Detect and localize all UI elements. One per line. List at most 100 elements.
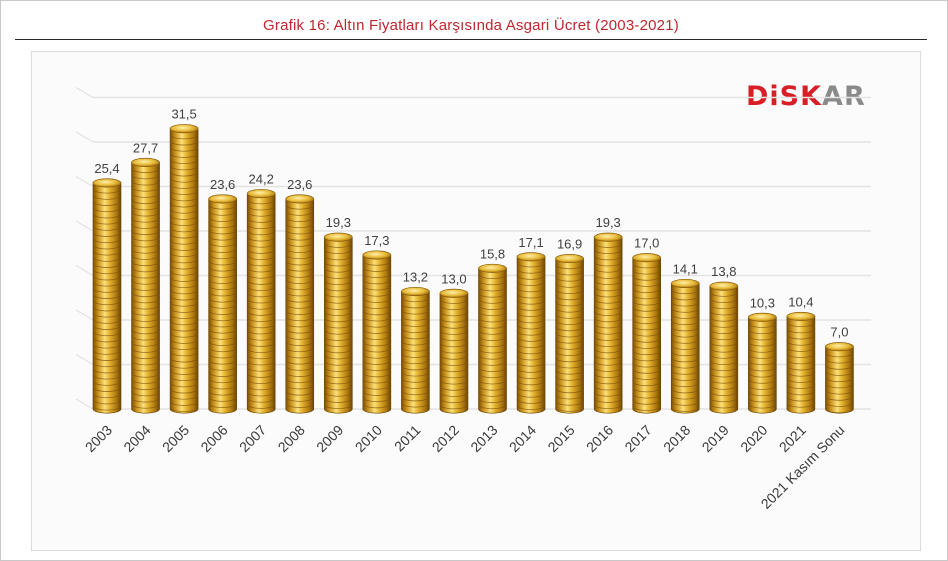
coin-edge <box>632 282 662 287</box>
coin-edge <box>131 211 160 217</box>
coin-edge <box>516 299 546 305</box>
coin-edge <box>92 405 122 411</box>
coin-edge <box>825 377 854 383</box>
coin-edge <box>555 382 584 387</box>
coin-edge <box>246 335 276 341</box>
coin-edge <box>593 274 623 279</box>
grid-line-edge <box>75 309 94 321</box>
coin-edge <box>323 329 353 335</box>
coin-edge <box>401 346 430 352</box>
coin-edge <box>516 349 546 355</box>
coin-edge <box>709 304 739 310</box>
coin-edge <box>285 229 315 235</box>
coin-edge <box>362 273 392 279</box>
coin-edge <box>632 399 662 405</box>
coin-edge <box>786 390 816 396</box>
coin-edge <box>555 270 584 276</box>
coin-edge <box>439 398 469 404</box>
coin-edge <box>246 348 276 353</box>
coin-edge <box>670 363 700 369</box>
coin-edge <box>478 398 507 403</box>
coin-edge <box>131 248 160 254</box>
coin-top <box>478 263 507 273</box>
coin-edge <box>246 404 276 409</box>
coin-edge <box>632 300 662 306</box>
coin-edge <box>92 207 122 213</box>
coin-stack-bar <box>285 194 315 414</box>
coin-edge <box>362 304 392 310</box>
coin-edge <box>208 372 238 377</box>
value-label: 19,3 <box>326 215 351 230</box>
coin-edge <box>169 221 199 227</box>
logo-red-text: DiSK <box>746 81 823 112</box>
coin-edge <box>478 404 507 410</box>
coin-edge <box>593 243 623 248</box>
coin-edge <box>362 279 392 285</box>
coin-edge <box>439 342 469 348</box>
coin-stack-bar <box>825 342 854 414</box>
coin-edge <box>169 320 199 326</box>
coin-edge <box>92 399 122 405</box>
coin-edge <box>208 322 238 328</box>
x-tick-label: 2015 <box>544 422 577 455</box>
coin-edge <box>709 360 739 365</box>
coin-top <box>131 157 160 168</box>
coin-edge <box>92 356 122 361</box>
coin-edge <box>401 359 430 365</box>
coin-edge <box>555 301 584 307</box>
coin-edge <box>323 305 353 310</box>
coin-edge <box>92 232 122 237</box>
coin-edge <box>555 283 584 288</box>
coin-edge <box>131 323 160 329</box>
coin-edge <box>131 348 160 353</box>
coin-edge <box>670 388 700 394</box>
coin-edge <box>169 215 199 220</box>
coin-edge <box>285 403 315 408</box>
chart-title: Grafik 16: Altın Fiyatları Karşısında As… <box>263 17 679 34</box>
bar-body <box>748 317 777 414</box>
x-tick-label: 2014 <box>506 422 539 455</box>
value-label: 10,3 <box>750 295 775 310</box>
coin-edge <box>169 171 199 177</box>
coin-edge <box>92 188 122 194</box>
coin-edge <box>555 407 584 412</box>
coin-edge <box>478 280 507 286</box>
x-tick-label: 2021 <box>776 422 809 455</box>
coin-edge <box>246 342 276 347</box>
coin-edge <box>362 353 392 359</box>
coin-edge <box>786 402 816 408</box>
coin-edge <box>246 255 276 260</box>
x-tick-label: 2016 <box>583 422 616 455</box>
coin-edge <box>632 337 662 343</box>
coin-edge <box>478 348 507 354</box>
bar-body <box>709 285 739 414</box>
coin-edge <box>246 224 276 229</box>
coin-edge <box>92 337 122 343</box>
coin-edge <box>593 385 623 391</box>
coin-edge <box>131 273 160 279</box>
coin-edge <box>246 261 276 267</box>
coin-edge <box>92 300 122 306</box>
coin-edge <box>169 258 199 264</box>
x-tick-label: 2008 <box>275 422 308 455</box>
coin-edge <box>208 390 238 396</box>
coin-edge <box>362 378 392 384</box>
coin-top <box>401 286 430 297</box>
coin-edge <box>131 279 160 285</box>
coin-top <box>362 250 392 260</box>
coin-edge <box>285 316 315 322</box>
coin-edge <box>555 394 584 400</box>
grid-line-edge <box>75 176 94 187</box>
coin-top <box>208 194 237 204</box>
coin-edge <box>709 298 739 303</box>
coin-edge <box>825 371 854 376</box>
coin-edge <box>131 292 160 298</box>
coin-edge <box>246 397 276 403</box>
coin-edge <box>92 195 122 200</box>
coin-edge <box>786 340 816 346</box>
coin-edge <box>131 298 160 304</box>
coin-edge <box>169 394 199 400</box>
coin-edge <box>169 277 199 282</box>
coin-edge <box>670 320 700 326</box>
coin-edge <box>709 323 739 328</box>
